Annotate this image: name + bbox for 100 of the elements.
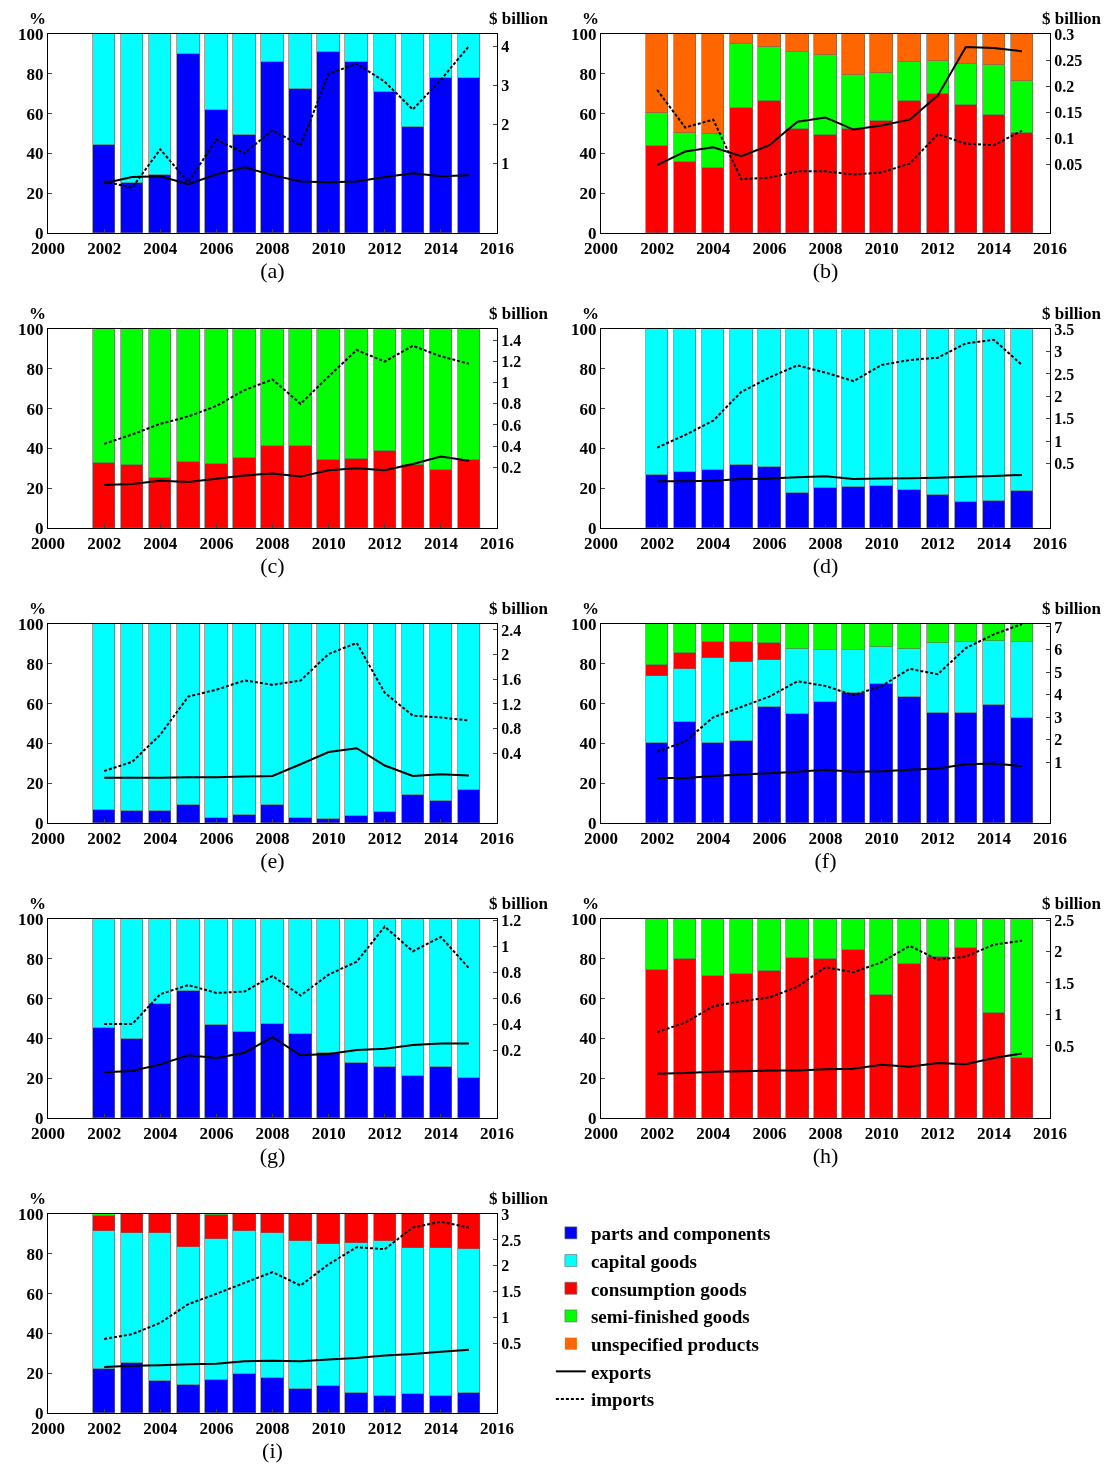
x-tick-label: 2008	[808, 239, 843, 259]
x-tick-label: 2012	[367, 239, 402, 259]
y-tick-label: 20	[26, 184, 44, 204]
x-tick-label: 2008	[255, 1124, 290, 1144]
y2-tick-label: 0.2	[501, 458, 522, 476]
y2-tick-label: 2.5	[1054, 911, 1075, 929]
y2-tick-label: 1	[1054, 432, 1063, 450]
y2-tick-label: 2.4	[501, 621, 522, 639]
y2-tick-label: 4	[501, 38, 510, 56]
x-tick-label: 2010	[864, 534, 899, 554]
legend-label: capital goods	[590, 1250, 697, 1272]
x-tick-label: 2002	[87, 1124, 122, 1144]
x-tick-label: 2012	[920, 829, 955, 849]
x-tick-label: 2010	[311, 1124, 346, 1144]
line-series	[103, 344, 470, 445]
y2-tick-label: 1.2	[501, 911, 522, 929]
y-tick-label: 20	[26, 774, 44, 794]
x-axis-title: (i)	[262, 1438, 283, 1464]
x-tick-label: 2016	[480, 534, 514, 554]
y2-tick-label: 0.8	[501, 395, 522, 413]
x-tick-label: 2004	[143, 239, 178, 259]
y2-axis-title: $ billion	[1042, 599, 1102, 618]
x-tick-label: 2002	[640, 829, 675, 849]
y-tick-label: 40	[26, 1029, 44, 1049]
line-series	[103, 455, 470, 487]
y-tick-label: 60	[26, 1284, 44, 1304]
y2-tick-label: 4	[1054, 686, 1063, 704]
x-tick-label: 2012	[920, 1124, 955, 1144]
y-tick-label: 80	[579, 64, 597, 84]
y2-axis-title: $ billion	[489, 1189, 549, 1208]
y-tick-label: 40	[26, 144, 44, 164]
y-tick-label: 60	[579, 104, 597, 124]
x-tick-label: 2008	[255, 1419, 290, 1439]
x-axis-title: (b)	[812, 258, 839, 284]
x-tick-label: 2014	[976, 1124, 1012, 1144]
x-tick-label: 2002	[640, 239, 675, 259]
line-series	[103, 641, 470, 773]
y-tick-label: 40	[579, 144, 597, 164]
y2-tick-label: 1.2	[501, 695, 522, 713]
y2-axis-title: $ billion	[1042, 9, 1102, 28]
y2-tick-label: 1	[1054, 753, 1063, 771]
y2-tick-label: 0.15	[1054, 103, 1083, 121]
y2-tick-label: 3	[1054, 343, 1063, 361]
x-tick-label: 2016	[1033, 829, 1067, 849]
y-tick-label: 40	[579, 1029, 597, 1049]
x-axis-title: (d)	[812, 553, 839, 579]
y2-tick-label: 0.6	[501, 416, 522, 434]
legend-label: consumption goods	[590, 1278, 747, 1300]
x-tick-label: 2004	[143, 534, 178, 554]
x-tick-label: 2014	[423, 239, 459, 259]
y2-tick-label: 6	[1054, 641, 1063, 659]
y2-tick-label: 3	[501, 77, 510, 95]
y-tick-label: 80	[26, 654, 44, 674]
x-axis-title: (e)	[260, 848, 285, 874]
x-tick-label: 2016	[1033, 1124, 1067, 1144]
y2-tick-label: 2	[1054, 731, 1063, 749]
x-tick-label: 2016	[1033, 534, 1067, 554]
y2-tick-label: 2	[501, 646, 510, 664]
y-tick-label: 80	[579, 654, 597, 674]
x-tick-label: 2016	[1033, 239, 1067, 259]
y2-tick-label: 1	[501, 937, 510, 955]
y2-tick-label: 1	[501, 374, 510, 392]
x-tick-label: 2008	[808, 534, 843, 554]
line-series	[103, 1036, 470, 1074]
x-tick-label: 2014	[423, 534, 459, 554]
x-tick-label: 2004	[696, 1124, 731, 1144]
x-tick-label: 2006	[752, 239, 787, 259]
y-tick-label: 20	[579, 184, 597, 204]
x-tick-label: 2002	[640, 1124, 675, 1144]
x-tick-label: 2010	[864, 239, 899, 259]
x-tick-label: 2006	[752, 534, 787, 554]
x-tick-label: 2008	[255, 829, 290, 849]
y2-tick-label: 1.5	[501, 1283, 522, 1301]
x-tick-label: 2012	[367, 534, 402, 554]
y2-tick-label: 1	[1054, 1006, 1063, 1024]
x-tick-label: 2012	[367, 1124, 402, 1144]
x-tick-label: 2016	[480, 1124, 514, 1144]
x-axis-title: (h)	[812, 1143, 839, 1169]
y2-tick-label: 3	[501, 1205, 510, 1223]
x-tick-label: 2012	[367, 829, 402, 849]
x-tick-label: 2008	[808, 1124, 843, 1144]
x-tick-label: 2008	[808, 829, 843, 849]
x-tick-label: 2016	[480, 239, 514, 259]
y2-tick-label: 0.8	[501, 720, 522, 738]
x-tick-label: 2006	[199, 534, 234, 554]
x-tick-label: 2014	[423, 829, 459, 849]
x-tick-label: 2012	[367, 1419, 402, 1439]
y-tick-label: 80	[26, 949, 44, 969]
x-tick-label: 2002	[87, 1419, 122, 1439]
x-tick-label: 2004	[696, 829, 731, 849]
y2-tick-label: 0.6	[501, 989, 522, 1007]
y-tick-label: 60	[579, 399, 597, 419]
x-axis-title: (a)	[260, 258, 285, 284]
y-tick-label: 60	[26, 694, 44, 714]
x-tick-label: 2004	[696, 534, 731, 554]
x-tick-label: 2010	[311, 829, 346, 849]
y2-tick-label: 7	[1054, 618, 1063, 636]
y-tick-label: 20	[579, 774, 597, 794]
y-tick-label: 60	[26, 104, 44, 124]
y2-tick-label: 2.5	[1054, 365, 1075, 383]
